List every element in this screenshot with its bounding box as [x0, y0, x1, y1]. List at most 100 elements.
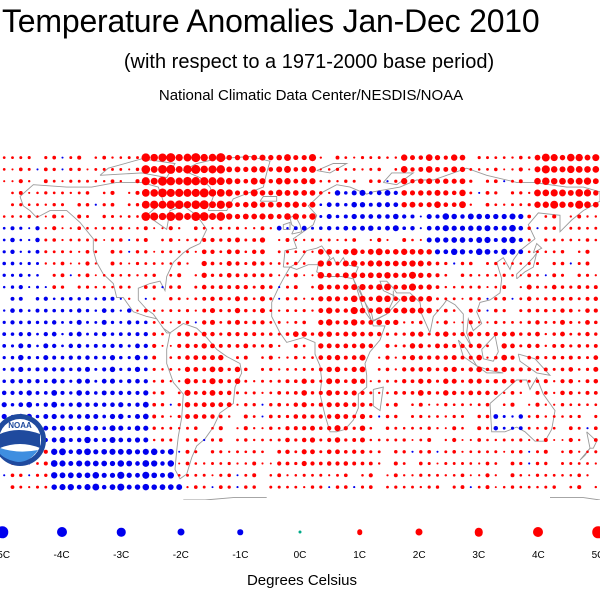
- anomaly-dot: [510, 473, 515, 478]
- anomaly-dot: [552, 343, 557, 348]
- anomaly-dot: [67, 483, 74, 491]
- anomaly-dot: [110, 390, 115, 396]
- anomaly-dot: [535, 320, 540, 325]
- anomaly-dot: [410, 379, 415, 384]
- anomaly-dot: [160, 402, 165, 407]
- anomaly-dot: [252, 344, 256, 348]
- anomaly-dot: [18, 402, 24, 408]
- anomaly-dot: [227, 320, 232, 325]
- anomaly-dot: [417, 248, 424, 255]
- anomaly-dot: [476, 237, 483, 243]
- anomaly-dot: [219, 332, 223, 336]
- anomaly-dot: [435, 331, 440, 337]
- anomaly-dot: [200, 153, 208, 162]
- anomaly-dot: [86, 332, 89, 336]
- anomaly-dot: [193, 402, 198, 407]
- anomaly-dot: [102, 402, 107, 407]
- anomaly-dot: [36, 168, 39, 171]
- anomaly-dot: [94, 226, 98, 230]
- anomaly-dot: [452, 485, 456, 489]
- anomaly-dot: [277, 414, 281, 419]
- anomaly-dot: [169, 426, 173, 430]
- anomaly-dot: [2, 367, 6, 371]
- anomaly-dot: [450, 248, 458, 256]
- anomaly-dot: [77, 238, 81, 242]
- anomaly-dot: [460, 485, 465, 490]
- anomaly-dot: [208, 165, 217, 174]
- anomaly-dot: [211, 474, 214, 477]
- anomaly-dot: [77, 355, 82, 360]
- anomaly-dot: [411, 320, 414, 324]
- anomaly-dot: [143, 285, 148, 289]
- anomaly-dot: [501, 378, 507, 384]
- anomaly-dot: [294, 320, 298, 324]
- anomaly-dot: [201, 343, 207, 349]
- anomaly-dot: [142, 413, 149, 420]
- anomaly-dot: [451, 154, 458, 161]
- anomaly-dot: [175, 212, 184, 221]
- anomaly-dot: [418, 343, 424, 349]
- anomaly-dot: [61, 227, 64, 230]
- anomaly-dot: [175, 188, 184, 197]
- anomaly-dot: [210, 237, 215, 243]
- anomaly-dot: [577, 226, 581, 230]
- anomaly-dot: [394, 356, 397, 359]
- anomaly-dot: [410, 214, 415, 219]
- anomaly-dot: [294, 485, 298, 489]
- anomaly-dot: [59, 425, 66, 431]
- anomaly-dot: [569, 344, 573, 348]
- anomaly-dot: [152, 426, 156, 430]
- anomaly-dot: [226, 390, 232, 396]
- anomaly-dot: [552, 415, 556, 418]
- anomaly-dot: [550, 166, 558, 173]
- anomaly-dot: [402, 426, 406, 430]
- anomaly-dot: [436, 415, 439, 418]
- anomaly-dot: [277, 332, 281, 336]
- anomaly-dot: [269, 262, 273, 265]
- anomaly-dot: [203, 438, 206, 442]
- anomaly-dot: [69, 367, 73, 372]
- anomaly-dot: [469, 462, 473, 465]
- anomaly-dot: [277, 426, 281, 430]
- anomaly-dot: [69, 274, 72, 277]
- anomaly-dot: [85, 261, 90, 266]
- anomaly-dot: [444, 273, 448, 277]
- anomaly-dot: [369, 450, 373, 454]
- anomaly-dot: [519, 262, 523, 265]
- anomaly-dot: [468, 249, 473, 254]
- anomaly-dot: [143, 367, 148, 372]
- anomaly-dot: [468, 320, 473, 325]
- anomaly-dot: [402, 355, 407, 360]
- anomaly-dot: [200, 177, 209, 186]
- anomaly-dot: [183, 176, 192, 186]
- anomaly-dot: [426, 295, 433, 302]
- anomaly-dot: [535, 355, 540, 360]
- anomaly-dot: [35, 308, 40, 313]
- anomaly-dot: [461, 403, 464, 407]
- anomaly-dot: [310, 332, 315, 336]
- anomaly-dot: [27, 320, 32, 325]
- anomaly-dot: [527, 332, 532, 336]
- anomaly-dot: [544, 332, 547, 336]
- anomaly-dot: [335, 461, 340, 466]
- anomaly-dot: [152, 320, 156, 324]
- anomaly-dot: [368, 461, 373, 466]
- anomaly-dot: [169, 262, 173, 265]
- anomaly-dot: [302, 473, 306, 477]
- anomaly-dot: [85, 308, 90, 313]
- anomaly-dot: [536, 297, 539, 301]
- anomaly-dot: [218, 438, 223, 442]
- anomaly-dot: [327, 168, 331, 171]
- anomaly-dot: [236, 486, 239, 489]
- anomaly-dot: [150, 165, 158, 173]
- anomaly-dot: [501, 366, 507, 373]
- anomaly-dot: [359, 425, 366, 431]
- coastline: [476, 365, 504, 374]
- anomaly-dot: [19, 320, 23, 325]
- anomaly-dot: [344, 202, 348, 207]
- anomaly-dot: [2, 309, 6, 312]
- anomaly-dot: [44, 250, 48, 254]
- anomaly-dot: [109, 484, 116, 490]
- anomaly-dot: [194, 250, 197, 253]
- anomaly-dot: [335, 308, 340, 313]
